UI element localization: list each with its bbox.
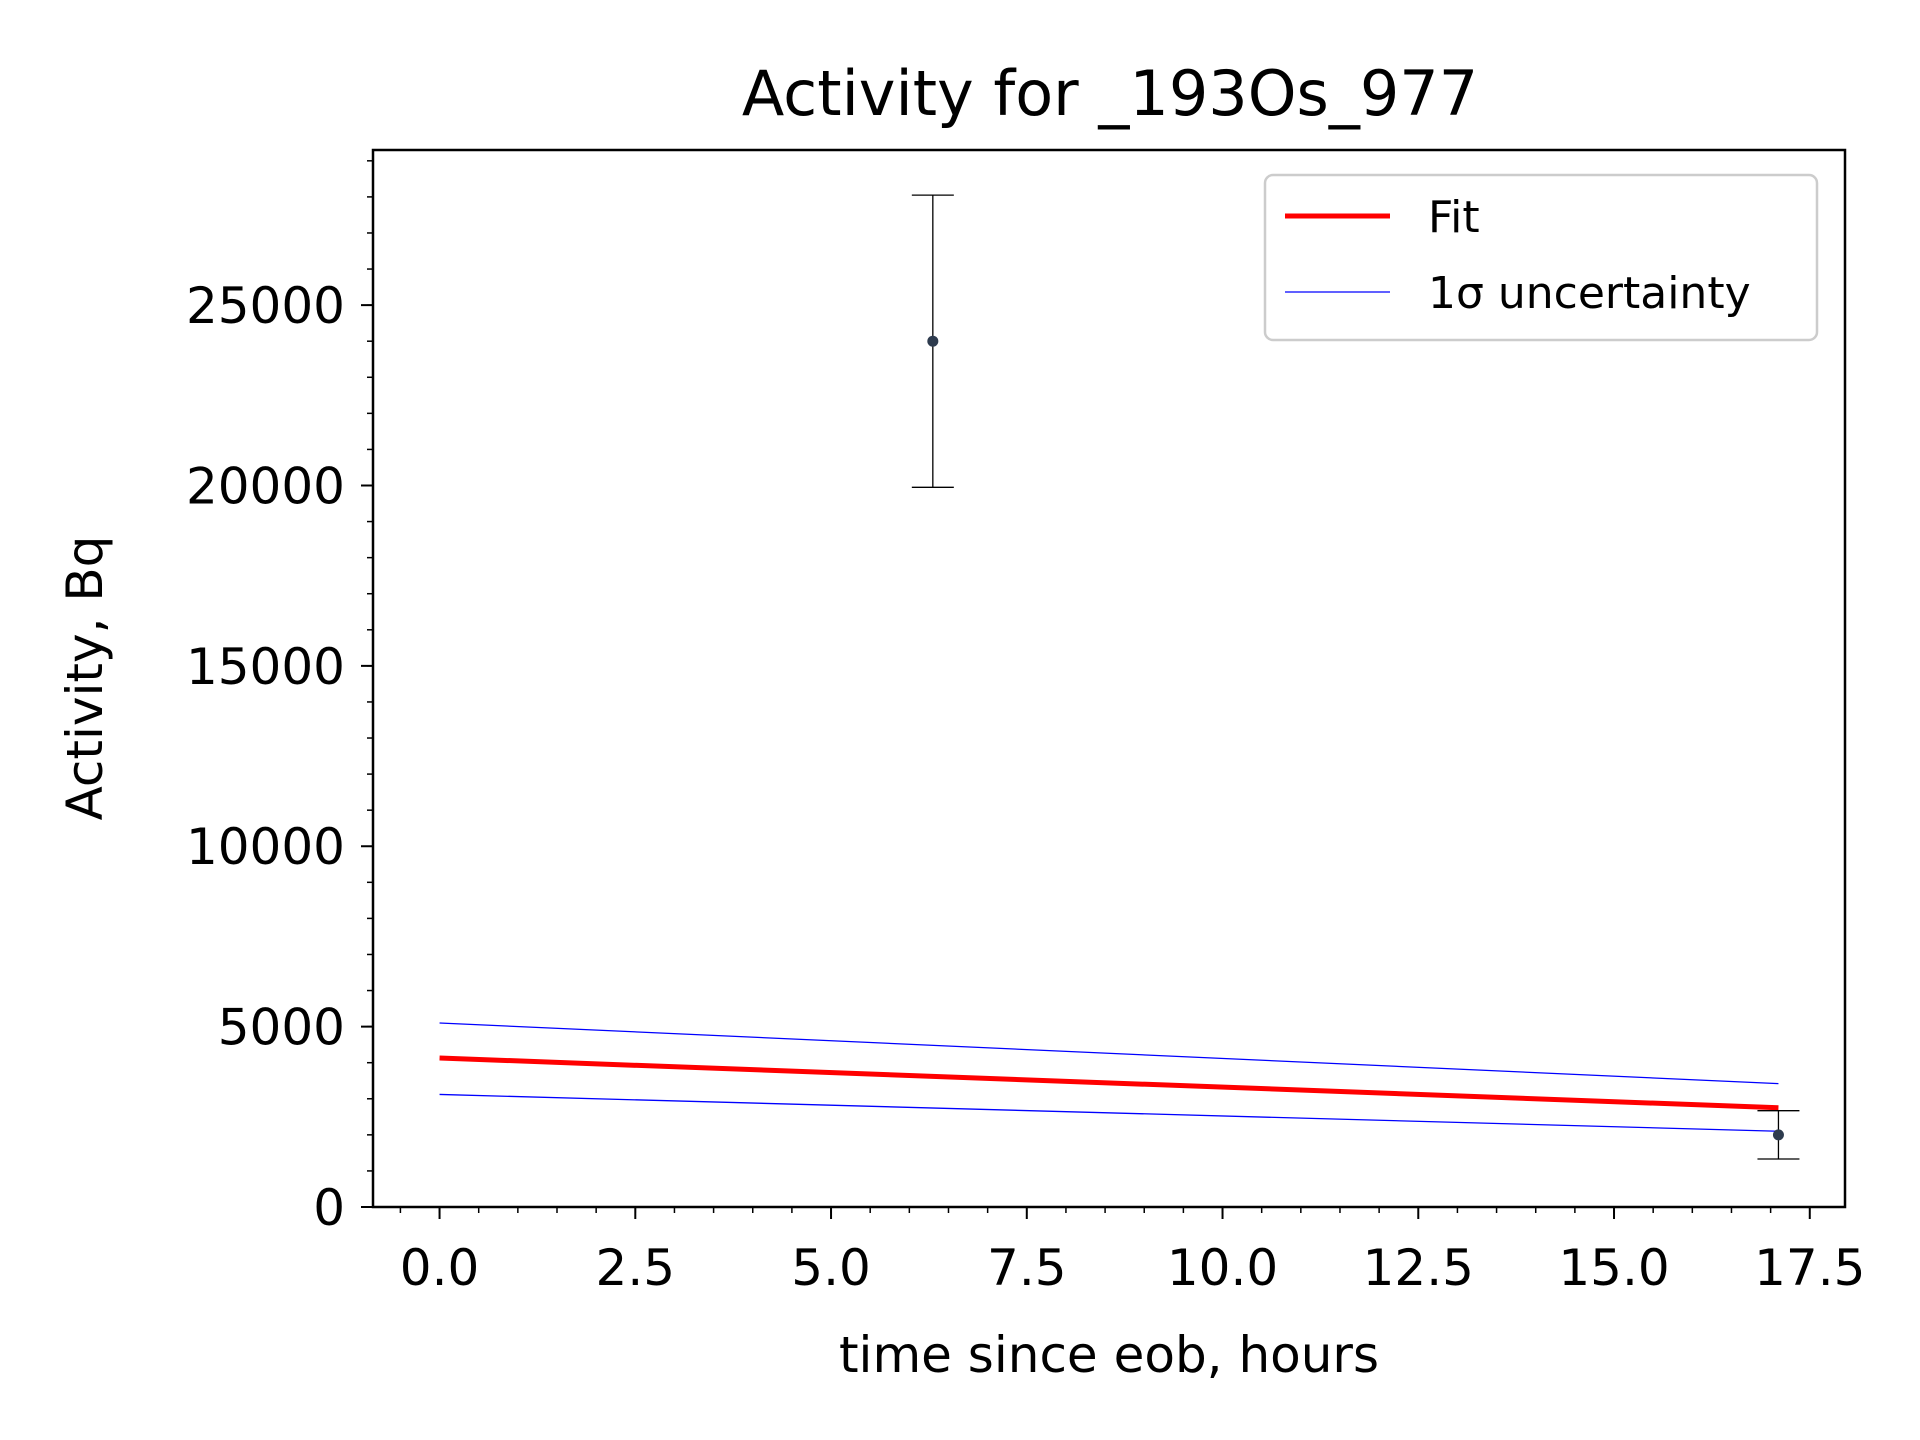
y-tick-label: 10000: [186, 818, 345, 876]
y-tick-label: 25000: [186, 277, 345, 335]
y-axis-ticks: 0 5000 10000 15000 20000 25000: [186, 160, 373, 1237]
legend-uncertainty-label: 1σ uncertainty: [1428, 268, 1751, 319]
y-tick-label: 0: [313, 1179, 345, 1237]
data-marker: [1772, 1129, 1784, 1141]
data-point: [1757, 1110, 1800, 1160]
x-tick-label: 17.5: [1754, 1239, 1865, 1297]
y-axis-label: Activity, Bq: [56, 536, 114, 821]
x-axis-ticks: 0.0 2.5 5.0 7.5 10.0 12.5 15.0 17.5: [399, 1207, 1865, 1297]
x-tick-label: 5.0: [791, 1239, 871, 1297]
x-tick-label: 2.5: [596, 1239, 676, 1297]
plot-frame: [371, 148, 1847, 1209]
x-tick-label: 0.0: [400, 1239, 480, 1297]
uncertainty-upper-line: [439, 1022, 1779, 1085]
y-tick-label: 5000: [218, 999, 345, 1057]
chart-title: Activity for _193Os_977: [742, 57, 1478, 130]
x-tick-label: 7.5: [987, 1239, 1067, 1297]
uncertainty-lower-line: [439, 1093, 1779, 1132]
x-tick-label: 12.5: [1363, 1239, 1474, 1297]
plot-content: [439, 194, 1800, 1160]
x-tick-label: 10.0: [1167, 1239, 1278, 1297]
fit-line: [439, 1055, 1779, 1111]
legend: Fit 1σ uncertainty: [1263, 173, 1819, 342]
data-point: [911, 194, 954, 488]
y-tick-label: 15000: [186, 638, 345, 696]
x-axis-label: time since eob, hours: [839, 1326, 1379, 1384]
legend-box: [1263, 173, 1819, 342]
data-marker: [927, 335, 939, 347]
x-tick-label: 15.0: [1558, 1239, 1669, 1297]
y-tick-label: 20000: [186, 457, 345, 515]
legend-fit-label: Fit: [1428, 192, 1480, 243]
